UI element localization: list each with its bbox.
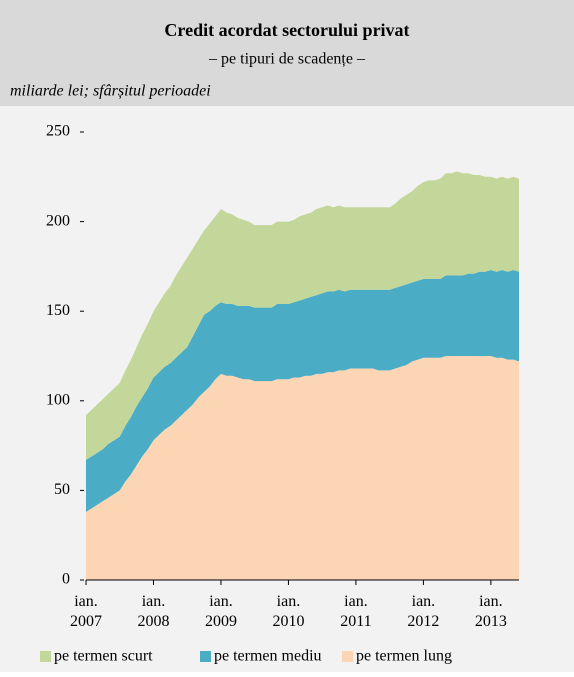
legend-label: pe termen scurt: [54, 648, 153, 665]
y-tick-label: 200: [46, 212, 70, 229]
y-tick-label: 250: [46, 123, 70, 140]
area: [86, 269, 519, 512]
chart-subtitle: – pe tipuri de scadențe –: [208, 51, 366, 68]
x-tick-label: ian. 2007: [70, 593, 102, 630]
legend-label: pe termen lung: [356, 648, 452, 665]
y-tick-label: 50: [54, 481, 70, 498]
x-tick-label: ian. 2013: [475, 593, 507, 630]
header-band: [0, 0, 574, 106]
y-tick-label: 150: [46, 302, 70, 319]
x-tick-label: ian. 2008: [137, 593, 169, 630]
legend-swatch: [40, 651, 51, 662]
unit-note: miliarde lei; sfârșitul perioadei: [10, 83, 211, 100]
x-tick-label: ian. 2011: [340, 593, 371, 630]
x-tick-label: ian. 2009: [205, 593, 237, 630]
legend-label: pe termen mediu: [214, 648, 322, 665]
legend-swatch: [200, 651, 211, 662]
area: [86, 171, 519, 460]
legend-swatch: [342, 651, 353, 662]
y-tick-label: 100: [46, 391, 70, 408]
chart-title: Credit acordat sectorului privat: [164, 20, 409, 40]
y-tick-label: 0: [62, 571, 70, 588]
x-tick-label: ian. 2010: [272, 593, 304, 630]
area: [86, 356, 519, 580]
x-tick-label: ian. 2012: [407, 593, 439, 630]
